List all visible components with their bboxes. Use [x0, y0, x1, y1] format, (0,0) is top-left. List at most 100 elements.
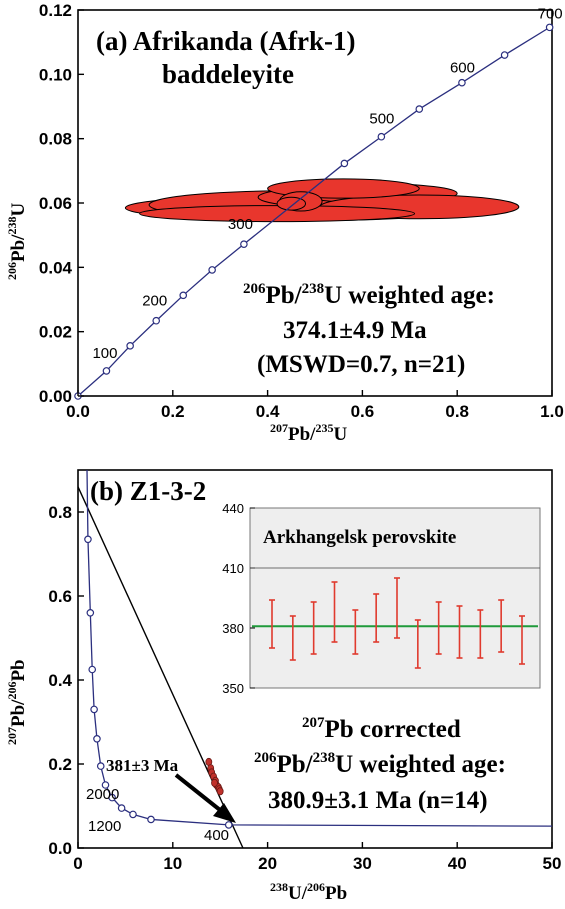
x-tick-label-b-4: 40 [448, 854, 467, 873]
panel-a-error-ellipses [124, 178, 520, 223]
arrow-head [213, 803, 236, 823]
concordia-age-label-b-0: 2000 [86, 786, 119, 803]
ann-a-mid: Pb/ [266, 282, 303, 309]
x-tick-label-b-1: 10 [163, 854, 182, 873]
panel-a-annotation-line1: 206Pb/238U weighted age: [243, 281, 495, 309]
panel-b-age-labels: 2000 1200 400 [86, 786, 229, 844]
panel-a-subtitle: baddeleyite [162, 59, 294, 89]
panel-b-annotation-line1: 207Pb corrected [302, 715, 461, 743]
panel-b-chart: Arkhangelsk perovskite 440 410 380 350 0 10 2… [5, 469, 561, 904]
concordia-marker-b-3 [90, 705, 98, 714]
panel-b-data-points [205, 757, 224, 796]
xa-sup1: 207 [270, 421, 288, 435]
concordia-age-label-a-0: 100 [92, 345, 117, 362]
inset-title: Arkhangelsk perovskite [263, 527, 456, 548]
concordia-marker-9 [415, 105, 424, 113]
concordia-marker-b-9 [129, 810, 137, 819]
panel-b-concordia [84, 469, 553, 829]
ann-b-rest2: U weighted age: [335, 751, 506, 778]
panel-b-xlabel: 238U/206Pb [270, 880, 347, 904]
concordia-marker-3 [152, 316, 161, 325]
concordia-marker-b-4 [93, 734, 101, 743]
inset-frame [249, 507, 541, 689]
x-tick-label-a-3: 0.6 [351, 402, 375, 421]
y-tick-label-a-6: 0.12 [39, 1, 72, 20]
arrow-shaft [174, 773, 227, 816]
ya-sup1: 206 [5, 262, 19, 280]
ya-sup2: 238 [5, 217, 19, 235]
inset-y-tick-0: 440 [222, 501, 244, 516]
y-tick-label-a-5: 0.10 [39, 65, 72, 84]
concordia-marker-b-6 [101, 781, 110, 789]
y-tick-label-a-1: 0.02 [39, 323, 72, 342]
error-ellipse-5 [139, 205, 416, 223]
data-point-9 [211, 778, 218, 787]
concordia-age-label-b-1: 1200 [88, 818, 121, 835]
yb-sup1: 207 [5, 727, 19, 745]
panel-a-ticks: 0.0 0.2 0.4 0.6 0.8 1.0 0.00 0.02 0.04 0.06 0.08 0.… [39, 1, 564, 421]
x-tick-label-b-3: 30 [353, 854, 372, 873]
xb-t2: Pb [325, 883, 347, 904]
ann-b-sup: 207 [302, 715, 325, 731]
concordia-marker-b-8 [117, 804, 126, 812]
concordia-age-label-a-3: 500 [369, 111, 394, 128]
y-tick-label-a-0: 0.00 [39, 387, 72, 406]
concordia-marker-2 [126, 342, 134, 350]
x-tick-label-b-2: 20 [258, 854, 277, 873]
panel-b-frame [77, 469, 553, 849]
panel-a-title: (a) Afrikanda (Afrk-1) [96, 26, 355, 56]
y-tick-label-b-3: 0.6 [48, 587, 72, 606]
concordia-marker-1 [102, 367, 111, 375]
panel-a-chart: 0.0 0.2 0.4 0.6 0.8 1.0 0.00 0.02 0.04 0.06 0.08 0.… [5, 1, 564, 445]
concordia-age-label-a-2: 300 [228, 216, 253, 233]
concordia-marker-b-11 [224, 821, 233, 829]
ann-a-sup1: 206 [243, 281, 266, 297]
ann-b-mid: Pb/ [277, 751, 314, 778]
xa-t2: U [333, 424, 347, 445]
concordia-age-label-a-5: 700 [538, 5, 563, 22]
panel-a-age-labels: 100 200 300 500 600 700 [92, 5, 562, 362]
x-tick-label-a-2: 0.4 [256, 402, 280, 421]
x-tick-label-a-0: 0.0 [66, 402, 90, 421]
ann-a-sup2: 238 [302, 281, 325, 297]
concordia-age-label-a-4: 600 [450, 60, 475, 77]
panel-a-concordia [74, 23, 554, 400]
concordia-marker-b-5 [96, 762, 105, 770]
y-tick-label-b-4: 0.8 [48, 503, 72, 522]
concordia-marker-b-0 [84, 535, 92, 544]
inset-y-tick-1: 410 [222, 561, 244, 576]
panel-a-xlabel: 207Pb/235U [270, 421, 347, 445]
concordia-marker-10 [458, 78, 466, 87]
x-tick-label-a-1: 0.2 [161, 402, 185, 421]
ya-t1: Pb/ [8, 234, 29, 262]
concordia-marker-b-10 [147, 815, 155, 824]
yb-t1: Pb/ [8, 699, 29, 727]
concordia-marker-6 [240, 240, 248, 248]
panel-b-ylabel: 207Pb/206Pb [5, 659, 29, 745]
concordia-age-label-a-1: 200 [142, 293, 167, 310]
concordia-marker-b-2 [88, 665, 97, 674]
y-tick-label-b-2: 0.4 [48, 671, 72, 690]
y-tick-label-a-4: 0.08 [39, 130, 72, 149]
xb-sup1: 238 [270, 880, 288, 894]
concordia-marker-b-7 [108, 793, 116, 802]
concordia-marker-4 [179, 291, 188, 300]
panel-b-title: (b) Z1-3-2 [90, 476, 206, 506]
ann-b-rest1: Pb corrected [325, 716, 461, 743]
concordia-age-label-b-2: 400 [204, 827, 229, 844]
panel-b-ticks: 0 10 20 30 40 50 0.0 0.2 0.4 0.6 0.8 [48, 503, 561, 873]
yb-t2: Pb [8, 659, 29, 681]
concordia-marker-7 [340, 159, 349, 168]
y-tick-label-b-1: 0.2 [48, 755, 72, 774]
inset-error-bars [252, 577, 538, 669]
x-tick-label-b-0: 0 [73, 854, 82, 873]
inset-y-tick-2: 380 [222, 621, 244, 636]
concordia-marker-b-1 [86, 608, 95, 617]
x-tick-label-a-5: 1.0 [540, 402, 564, 421]
age-arrow [174, 773, 236, 823]
panel-b-annotation-line2: 206Pb/238U weighted age: [254, 750, 506, 778]
panel-b-annotation-line3: 380.9±3.1 Ma (n=14) [268, 787, 488, 814]
x-tick-label-b-5: 50 [543, 854, 562, 873]
xa-t1: Pb/ [288, 424, 316, 445]
